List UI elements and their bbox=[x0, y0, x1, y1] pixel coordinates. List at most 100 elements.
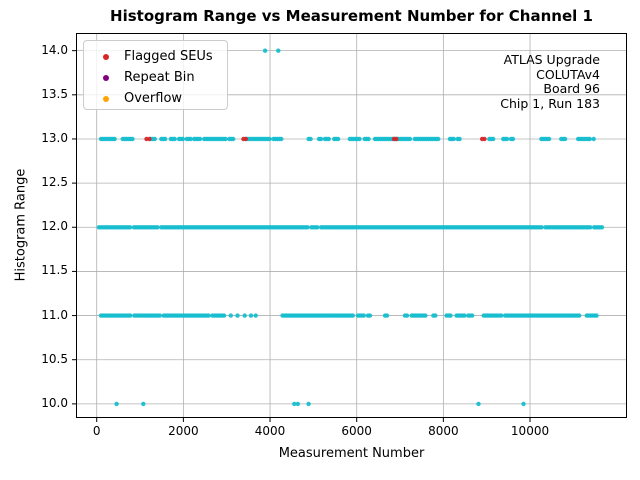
y-tick-label: 13.5 bbox=[41, 86, 68, 101]
data-point bbox=[306, 401, 311, 407]
data-point bbox=[504, 136, 510, 142]
data-point bbox=[114, 401, 119, 407]
data-point bbox=[163, 136, 168, 142]
x-tick-label: 6000 bbox=[341, 424, 372, 438]
data-point bbox=[451, 136, 456, 142]
tick-marks bbox=[72, 50, 531, 422]
data-point bbox=[457, 136, 462, 142]
data-point bbox=[308, 136, 313, 142]
data-point bbox=[539, 225, 544, 230]
plot-border bbox=[76, 33, 627, 418]
data-point bbox=[305, 225, 310, 230]
data-point bbox=[197, 136, 203, 142]
data-point bbox=[577, 313, 582, 318]
data-point bbox=[350, 313, 355, 318]
data-point bbox=[562, 136, 568, 142]
data-point bbox=[326, 136, 331, 142]
data-point bbox=[366, 136, 371, 142]
annotation-text: ATLAS Upgrade COLUTAv4 Board 96 Chip 1, Run… bbox=[500, 52, 600, 111]
data-point bbox=[367, 313, 373, 318]
data-point bbox=[172, 136, 177, 142]
flagged-point bbox=[394, 136, 399, 142]
data-point bbox=[130, 136, 135, 142]
legend-marker-icon bbox=[103, 53, 109, 60]
data-point bbox=[407, 136, 413, 142]
y-tick-label: 12.0 bbox=[41, 219, 68, 234]
data-point bbox=[292, 401, 297, 407]
y-tick-label: 10.5 bbox=[41, 351, 68, 366]
y-tick-label: 11.0 bbox=[41, 307, 68, 322]
data-point bbox=[491, 136, 496, 142]
data-point bbox=[127, 225, 133, 230]
x-tick-label: 10000 bbox=[510, 424, 550, 438]
data-point bbox=[588, 225, 593, 230]
chart-title: Histogram Range vs Measurement Number fo… bbox=[110, 7, 593, 25]
data-point bbox=[221, 313, 227, 318]
data-point bbox=[591, 136, 596, 142]
data-point bbox=[335, 136, 341, 142]
data-point bbox=[384, 313, 390, 318]
data-point bbox=[223, 136, 228, 142]
data-point bbox=[279, 136, 284, 142]
data-point bbox=[315, 225, 320, 230]
data-point bbox=[253, 313, 258, 318]
data-point bbox=[235, 313, 240, 318]
flagged-seu-layer bbox=[144, 136, 487, 142]
data-point bbox=[436, 136, 441, 142]
data-point bbox=[546, 136, 552, 142]
legend-label: Repeat Bin bbox=[124, 70, 195, 85]
data-point bbox=[188, 136, 193, 142]
data-point bbox=[141, 401, 146, 407]
x-tick-label: 2000 bbox=[168, 424, 199, 438]
data-point bbox=[599, 225, 605, 230]
data-points-layer bbox=[96, 48, 605, 407]
data-point bbox=[594, 313, 599, 318]
x-tick-label: 4000 bbox=[254, 424, 286, 438]
data-point bbox=[357, 136, 362, 142]
data-point bbox=[242, 313, 247, 318]
legend-item: Overflow bbox=[84, 88, 227, 109]
data-point bbox=[499, 313, 504, 318]
data-point bbox=[423, 313, 428, 318]
data-point bbox=[267, 136, 272, 142]
data-point bbox=[180, 136, 186, 142]
y-tick-label: 11.5 bbox=[41, 263, 68, 278]
plot-area bbox=[72, 33, 627, 422]
data-point bbox=[470, 313, 475, 318]
data-point bbox=[462, 313, 467, 318]
data-point bbox=[510, 136, 516, 142]
flagged-point bbox=[482, 136, 487, 142]
data-point bbox=[128, 313, 133, 318]
y-axis-label: Histogram Range bbox=[13, 168, 29, 282]
annotation-line: Board 96 bbox=[543, 81, 600, 96]
data-point bbox=[157, 313, 162, 318]
legend-label: Overflow bbox=[124, 91, 183, 106]
data-point bbox=[231, 136, 236, 142]
data-point bbox=[404, 313, 410, 318]
data-point bbox=[318, 136, 324, 142]
data-point bbox=[295, 401, 300, 407]
x-axis-label: Measurement Number bbox=[278, 446, 425, 461]
x-tick-label: 0 bbox=[92, 424, 101, 438]
data-point bbox=[587, 136, 592, 142]
legend-item: Flagged SEUs bbox=[84, 46, 227, 67]
data-point bbox=[155, 225, 160, 230]
y-tick-label: 13.0 bbox=[41, 130, 68, 145]
y-tick-label: 12.5 bbox=[41, 175, 68, 190]
annotation-line: ATLAS Upgrade bbox=[503, 52, 600, 67]
x-tick-label: 8000 bbox=[428, 424, 459, 438]
data-point bbox=[112, 136, 117, 142]
flagged-point bbox=[147, 136, 152, 142]
flagged-point bbox=[243, 136, 248, 142]
data-point bbox=[433, 313, 438, 318]
annotation-line: Chip 1, Run 183 bbox=[500, 95, 600, 111]
legend-marker-icon bbox=[103, 74, 109, 81]
data-point bbox=[206, 313, 211, 318]
data-point bbox=[276, 48, 281, 53]
legend-label: Flagged SEUs bbox=[124, 49, 213, 64]
data-point bbox=[248, 313, 254, 318]
data-point bbox=[152, 136, 157, 142]
data-point bbox=[361, 313, 366, 318]
legend-marker-icon bbox=[103, 95, 109, 102]
